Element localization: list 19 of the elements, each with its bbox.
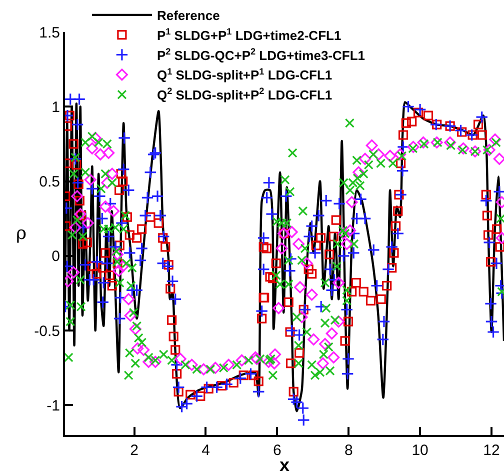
x-tick-label: 12 <box>483 442 500 459</box>
y-tick-label: 0.5 <box>39 174 60 191</box>
legend-label: Q$^{2}$ SLDG-split+P$^{2}$ LDG-CFL1 <box>156 86 332 103</box>
y-tick-label: 1.5 <box>39 24 60 42</box>
x-tick-label: 4 <box>202 442 210 459</box>
x-axis-title: x <box>279 455 290 475</box>
legend-label: Reference <box>156 8 220 24</box>
x-tick-label: 8 <box>344 442 353 459</box>
legend-label: P$^{2}$ SLDG-QC+P$^{2}$ LDG+time3-CFL1 <box>156 46 366 63</box>
y-tick-label: -1 <box>46 397 60 414</box>
legend-label: P$^{1}$ SLDG+P$^{1}$ LDG+time2-CFL1 <box>156 26 342 43</box>
y-axis-title: ρ <box>16 223 27 244</box>
x-tick-label: 2 <box>130 442 138 459</box>
x-tick-label: 6 <box>273 442 282 459</box>
legend-label: Q$^{1}$ SLDG-split+P$^{1}$ LDG-CFL1 <box>156 66 332 83</box>
x-tick-label: 10 <box>412 442 428 459</box>
y-tick-label: 1 <box>52 98 60 116</box>
y-tick-label: -0.5 <box>34 322 60 340</box>
y-tick-label: 0 <box>52 248 60 266</box>
